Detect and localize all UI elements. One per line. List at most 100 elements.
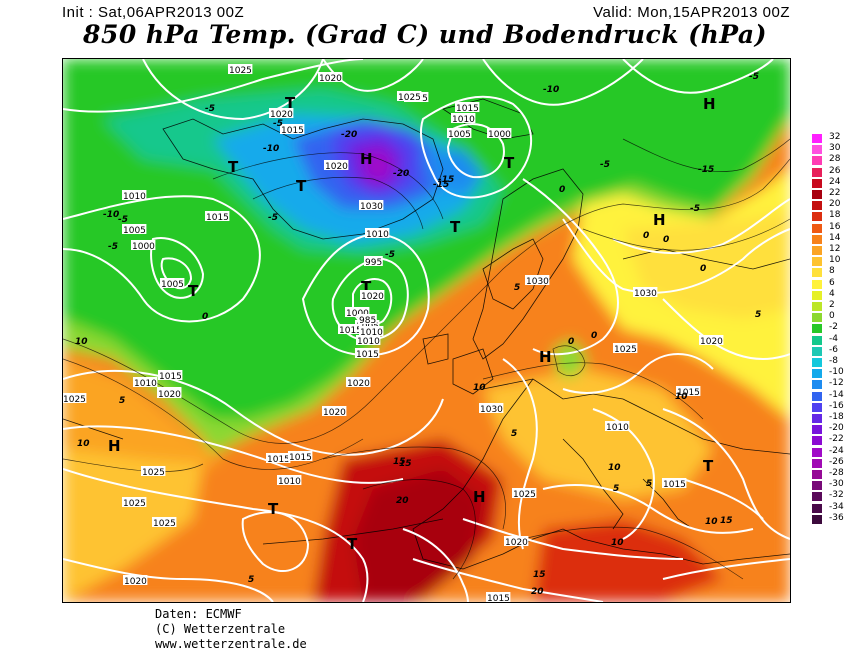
isobar-label-bg (280, 124, 305, 134)
low-marker: T (504, 154, 515, 172)
legend-swatch (812, 313, 822, 323)
high-marker: H (653, 211, 666, 229)
isotherm-label: 15 (393, 457, 406, 467)
legend-label: 4 (829, 288, 835, 299)
isotherm-label: -20 (341, 130, 357, 140)
isobar-label-bg (324, 160, 349, 170)
high-marker: H (539, 348, 552, 366)
isotherm-label: 0 (643, 231, 649, 241)
legend-label: -18 (829, 412, 844, 422)
low-marker: T (285, 94, 296, 112)
isobar-label-bg (346, 377, 371, 387)
isotherm-label: -10 (263, 144, 279, 154)
isobar-label: 1030 (480, 405, 503, 415)
legend-swatch (812, 514, 822, 524)
legend-swatch (812, 167, 822, 177)
isotherm-label: -15 (433, 180, 449, 190)
isobar-label-bg (133, 377, 158, 387)
isobar-label: 1020 (158, 390, 181, 400)
isobar-label-bg (397, 91, 422, 101)
isobar-label: 1020 (323, 408, 346, 418)
isobar-label: 1020 (319, 74, 342, 84)
isobar-label-bg (479, 403, 504, 413)
legend-swatch (812, 369, 822, 379)
legend-label: -36 (829, 512, 844, 523)
temperature-field (63, 59, 790, 602)
low-marker: T (703, 457, 714, 475)
isotherm-label: -5 (205, 104, 215, 114)
isotherm-label: -15 (698, 165, 714, 175)
legend-label: -16 (829, 400, 844, 411)
isotherm-label: 5 (514, 283, 520, 293)
low-marker: T (347, 535, 358, 553)
legend-swatch (812, 190, 822, 199)
isobar-label-bg (160, 278, 185, 288)
website: www.wetterzentrale.de (155, 637, 307, 651)
isobar-label: 1030 (360, 202, 383, 212)
isobar-label: 1025 (513, 490, 536, 500)
low-marker: T (228, 158, 239, 176)
legend-swatch (812, 436, 822, 446)
legend-label: -32 (829, 490, 844, 501)
legend-swatch (812, 234, 822, 244)
isotherm-label: -5 (108, 242, 118, 252)
isobar-label-bg (131, 240, 156, 250)
isobar-label-bg (141, 466, 166, 476)
legend-label: 24 (829, 176, 841, 187)
legend-swatch (812, 346, 822, 356)
isobar-label: 1010 (278, 477, 301, 487)
isobar-label: 1015 (206, 213, 229, 223)
isobar-label: 1015 (356, 350, 379, 360)
isobar-label: 1000 (346, 309, 369, 319)
legend-label: 32 (829, 132, 841, 142)
isobar-label: 1025 (153, 519, 176, 529)
isobar-label: 1000 (132, 242, 155, 252)
legend-label: -26 (829, 456, 844, 467)
isotherm-label: 10 (608, 463, 621, 473)
isobar-label: 1020 (270, 110, 293, 120)
legend-swatch (812, 503, 822, 513)
legend-swatch (812, 290, 822, 300)
legend-label: -22 (829, 434, 844, 445)
isobar-label: 1030 (634, 289, 657, 299)
isobar-label-bg (676, 386, 701, 396)
high-marker: H (108, 437, 121, 455)
isotherm-label: 10 (75, 337, 88, 347)
isobar-label-bg (228, 64, 253, 74)
isotherm-label: -5 (690, 204, 700, 214)
low-marker: T (268, 500, 279, 518)
isotherm-label: -20 (393, 169, 409, 179)
legend-label: -6 (829, 344, 838, 355)
isobar-label: 1015 (281, 126, 304, 136)
low-marker: T (361, 278, 372, 296)
footer-credits: Daten: ECMWF (C) Wetterzentrale www.wett… (155, 607, 307, 652)
legend-label: -20 (829, 423, 844, 434)
isobar-label: 1020 (124, 577, 147, 587)
isobar-label-bg (359, 326, 384, 336)
isobar-label-bg (157, 388, 182, 398)
isotherm-label: 5 (119, 396, 125, 406)
legend-label: 16 (829, 221, 841, 232)
legend-label: 30 (829, 143, 841, 154)
isobar-label: 1010 (123, 192, 146, 202)
weather-map: H H H H H H T T T T T T T T T T 1025 1020… (62, 58, 791, 603)
legend-label: 22 (829, 188, 841, 198)
isobar-label-bg (365, 228, 390, 238)
isobar-label: 1005 (123, 226, 146, 236)
legend-swatch (812, 156, 822, 166)
isobar-label: 1025 (63, 395, 86, 405)
legend-label: -24 (829, 445, 844, 456)
isobar-label: 1005 (448, 130, 471, 140)
isobar-label-bg (633, 287, 658, 297)
isobar-label: 1015 (339, 326, 362, 336)
isobar-label: 1010 (366, 230, 389, 240)
isobar-label: 1025 (614, 345, 637, 355)
legend-label: 12 (829, 244, 841, 254)
isotherm-label: 0 (202, 312, 208, 322)
legend-label: 8 (829, 266, 835, 277)
isobar-label-bg (613, 343, 638, 353)
isotherm-label: 10 (675, 392, 688, 402)
isobar-label: 1010 (360, 328, 383, 338)
isobar-label: 1020 (347, 379, 370, 389)
isobar-label-bg (152, 517, 177, 527)
